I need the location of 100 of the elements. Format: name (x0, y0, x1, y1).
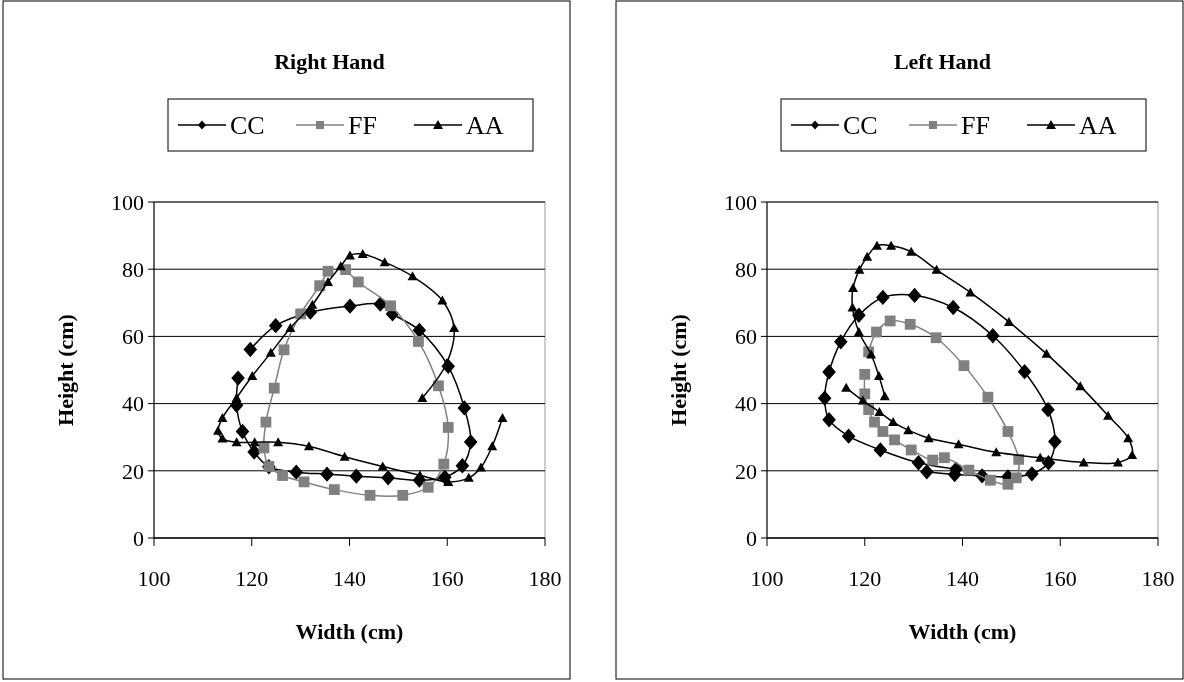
point (877, 426, 889, 437)
point (385, 300, 396, 312)
point (905, 444, 917, 456)
point (289, 464, 304, 480)
point (235, 423, 250, 440)
point (834, 334, 848, 350)
point (923, 433, 934, 443)
point (911, 455, 926, 471)
x-tick-label: 160 (430, 566, 464, 591)
point (217, 433, 228, 443)
point (886, 240, 897, 250)
x-axis-title: Width (cm) (295, 619, 404, 644)
point (931, 264, 942, 274)
point (412, 322, 427, 338)
x-tick-label: 180 (528, 566, 562, 591)
point (930, 332, 942, 344)
y-tick-label: 100 (724, 189, 757, 215)
point (1010, 472, 1022, 484)
y-tick-label: 40 (122, 391, 144, 417)
point (848, 283, 859, 293)
y-tick-label: 40 (735, 391, 757, 417)
point (1075, 381, 1086, 391)
point (247, 444, 261, 460)
point (946, 299, 961, 316)
point (335, 261, 346, 271)
point (397, 489, 409, 501)
point (906, 246, 917, 256)
x-tick-label: 180 (1141, 566, 1175, 591)
point (1025, 466, 1039, 482)
point (841, 428, 856, 444)
point (497, 413, 508, 423)
point (873, 442, 888, 458)
y-tick-label: 0 (746, 525, 757, 551)
y-tick-label: 80 (122, 256, 144, 282)
point (986, 328, 1000, 344)
point (314, 280, 326, 292)
point (884, 315, 896, 327)
point (871, 326, 882, 338)
point (217, 413, 228, 423)
point (307, 299, 318, 309)
point (817, 390, 832, 406)
point (1103, 410, 1114, 420)
point (852, 307, 866, 323)
point (377, 461, 388, 471)
x-tick-label: 140 (333, 566, 366, 591)
point (822, 364, 836, 380)
y-tick-label: 20 (735, 458, 757, 484)
point (963, 464, 975, 476)
point (442, 422, 454, 433)
point (991, 447, 1002, 457)
y-tick-label: 60 (122, 324, 144, 350)
point (277, 470, 288, 481)
point (1002, 426, 1014, 437)
y-axis-title: Height (cm) (666, 314, 691, 426)
point (1017, 364, 1032, 380)
point (278, 344, 290, 356)
point (381, 470, 395, 486)
chart-title: Left Hand (893, 49, 992, 74)
point (249, 437, 260, 447)
point (874, 407, 885, 416)
point (958, 360, 970, 372)
point (213, 425, 224, 435)
legend-label: AA (466, 111, 504, 141)
point (859, 368, 871, 380)
point (463, 434, 478, 450)
point (862, 251, 873, 261)
y-tick-label: 80 (735, 256, 757, 282)
point (364, 489, 376, 501)
point (869, 416, 880, 428)
y-tick-label: 0 (133, 525, 144, 551)
point (417, 392, 428, 402)
point (243, 341, 258, 358)
point (407, 271, 418, 281)
point (320, 466, 334, 482)
point (475, 462, 486, 472)
point (273, 437, 284, 447)
point (1041, 402, 1055, 418)
point (863, 404, 875, 416)
point (822, 412, 836, 428)
point (268, 318, 283, 334)
point (889, 434, 900, 446)
point (857, 395, 868, 405)
y-tick-label: 20 (122, 458, 144, 484)
point (352, 276, 364, 288)
point (904, 318, 916, 330)
point (907, 287, 922, 304)
point (285, 323, 296, 332)
point (871, 240, 882, 250)
point (847, 302, 858, 312)
point (413, 336, 424, 347)
legend-label: AA (1079, 111, 1117, 141)
point (927, 454, 939, 466)
point (853, 327, 864, 337)
point (328, 484, 340, 496)
point (873, 371, 884, 381)
point (231, 370, 245, 386)
x-tick-label: 160 (1043, 566, 1077, 591)
point (953, 439, 964, 449)
x-tick-label: 120 (848, 566, 882, 591)
point (303, 441, 314, 451)
